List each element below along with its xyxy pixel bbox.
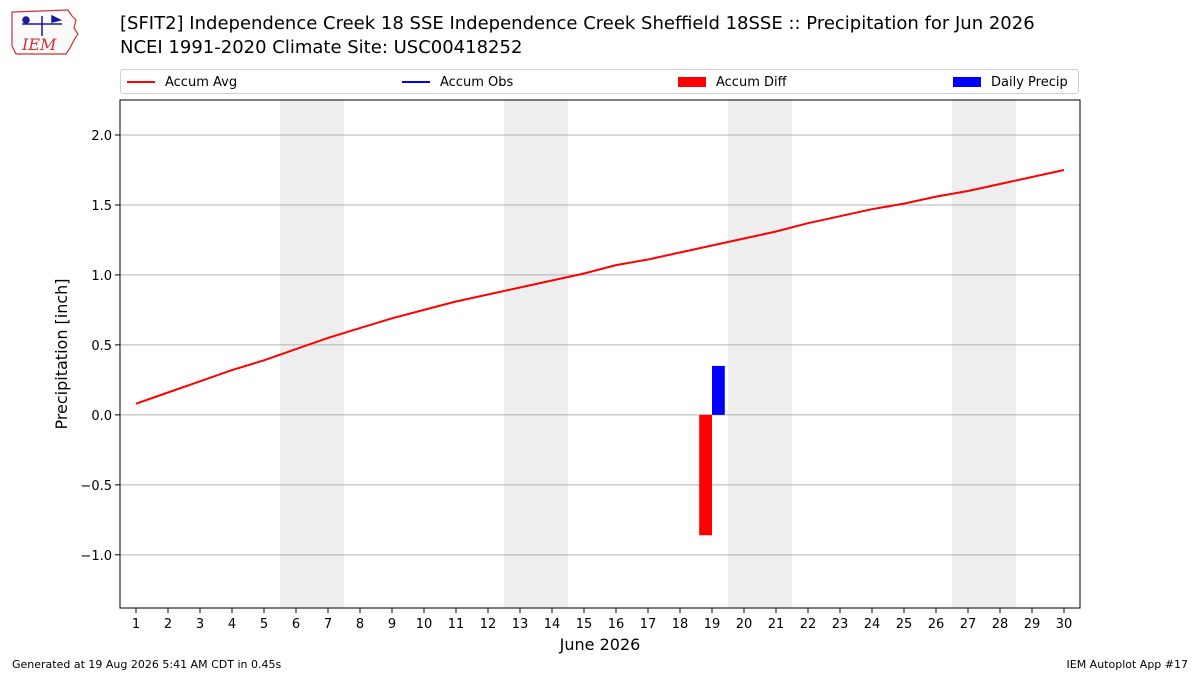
x-tick-label: 30	[1056, 617, 1073, 632]
x-tick-label: 15	[576, 617, 593, 632]
x-tick-label: 19	[704, 617, 721, 632]
chart-title: [SFIT2] Independence Creek 18 SSE Indepe…	[120, 13, 1035, 34]
legend-accum-diff: Accum Diff	[678, 70, 787, 94]
weather-station-icon	[22, 14, 63, 36]
legend-swatch-accum-obs	[402, 81, 430, 83]
legend-swatch-accum-avg	[127, 81, 155, 83]
y-tick-label: −1.0	[80, 549, 112, 564]
x-tick-label: 6	[292, 617, 300, 632]
x-tick-label: 3	[196, 617, 204, 632]
chart-subtitle: NCEI 1991-2020 Climate Site: USC00418252	[120, 37, 523, 58]
x-tick-label: 11	[448, 617, 465, 632]
x-tick-label: 22	[800, 617, 817, 632]
x-tick-label: 25	[896, 617, 913, 632]
x-tick-label: 16	[608, 617, 625, 632]
x-tick-label: 29	[1024, 617, 1041, 632]
x-tick-label: 18	[672, 617, 689, 632]
x-tick-label: 27	[960, 617, 977, 632]
chart-title-block: [SFIT2] Independence Creek 18 SSE Indepe…	[120, 12, 1035, 60]
x-tick-label: 14	[544, 617, 561, 632]
legend-swatch-daily-precip	[953, 77, 981, 87]
app-credit: IEM Autoplot App #17	[1066, 658, 1189, 671]
plot-frame	[119, 99, 1081, 609]
y-tick-label: −0.5	[80, 479, 112, 494]
weekend-span-0	[280, 100, 344, 608]
x-tick-label: 4	[228, 617, 236, 632]
legend-accum-obs: Accum Obs	[402, 70, 513, 94]
x-tick-label: 21	[768, 617, 785, 632]
legend-accum-avg: Accum Avg	[127, 70, 237, 94]
x-tick-label: 12	[480, 617, 497, 632]
y-tick-label: 0.5	[91, 339, 112, 354]
daily-precip-bar	[712, 365, 725, 415]
x-tick-label: 20	[736, 617, 753, 632]
legend-label-daily-precip: Daily Precip	[991, 74, 1068, 90]
y-tick-label: 1.0	[91, 269, 112, 284]
x-tick-label: 24	[864, 617, 881, 632]
x-tick-label: 9	[388, 617, 396, 632]
y-tick-label: 0.0	[91, 409, 112, 424]
iem-logo: IEM	[11, 9, 79, 55]
y-axis-label: Precipitation [inch]	[52, 278, 71, 429]
legend-daily-precip: Daily Precip	[953, 70, 1068, 94]
x-tick-label: 28	[992, 617, 1009, 632]
x-tick-label: 8	[356, 617, 364, 632]
y-tick-label: 1.5	[91, 199, 112, 214]
legend-label-accum-obs: Accum Obs	[440, 74, 514, 90]
x-tick-label: 13	[512, 617, 529, 632]
accum-diff-bar	[699, 414, 712, 536]
x-axis-label: June 2026	[559, 635, 641, 654]
x-tick-label: 2	[164, 617, 172, 632]
weekend-span-2	[728, 100, 792, 608]
generated-timestamp: Generated at 19 Aug 2026 5:41 AM CDT in …	[12, 658, 282, 671]
x-tick-label: 17	[640, 617, 657, 632]
x-tick-label: 26	[928, 617, 945, 632]
x-tick-label: 10	[416, 617, 433, 632]
weekend-span-3	[952, 100, 1016, 608]
x-tick-label: 7	[324, 617, 332, 632]
legend-swatch-accum-diff	[678, 77, 706, 87]
chart-legend: Accum Avg Accum Obs Accum Diff Daily Pre…	[120, 69, 1079, 94]
weekend-span-1	[504, 100, 568, 608]
x-tick-label: 5	[260, 617, 268, 632]
logo-text: IEM	[21, 35, 57, 54]
x-tick-label: 23	[832, 617, 849, 632]
accum-avg-line	[135, 169, 1065, 405]
legend-label-accum-diff: Accum Diff	[716, 74, 787, 90]
legend-label-accum-avg: Accum Avg	[165, 74, 238, 90]
x-tick-label: 1	[132, 617, 140, 632]
y-tick-label: 2.0	[91, 129, 112, 144]
